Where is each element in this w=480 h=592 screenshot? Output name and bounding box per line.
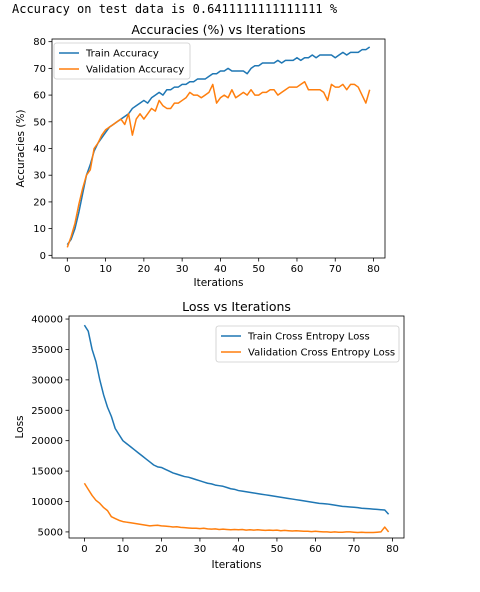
- loss-chart: Loss vs Iterations 0 10 20 30 40 50 60 70 80 5000 1…: [14, 299, 405, 571]
- y-tick-label: 30000: [31, 375, 63, 386]
- x-tick-label: 70: [348, 544, 361, 555]
- x-tick-label: 10: [99, 264, 112, 275]
- y-tick-label: 5000: [38, 527, 63, 538]
- x-tick-label: 20: [155, 544, 168, 555]
- legend-box: [215, 325, 400, 363]
- y-axis-label: Accuracies (%): [15, 109, 27, 187]
- legend-validation-label: Validation Cross Entropy Loss: [248, 348, 395, 359]
- x-tick-label: 60: [291, 264, 304, 275]
- x-tick-label: 50: [271, 544, 284, 555]
- validation-series-line: [83, 482, 390, 534]
- x-axis-label: Iterations: [193, 277, 243, 289]
- y-tick-label: 40000: [31, 315, 63, 326]
- x-tick-label: 0: [81, 544, 87, 555]
- chart-title: Loss vs Iterations: [182, 299, 291, 314]
- legend: Train Accuracy Validation Accuracy: [53, 42, 191, 80]
- y-tick-label: 10: [33, 224, 46, 235]
- x-tick-label: 40: [214, 264, 227, 275]
- x-tick-label: 60: [309, 544, 322, 555]
- validation-series-line: [66, 80, 371, 248]
- y-tick-label: 60: [33, 91, 46, 102]
- y-tick-label: 20000: [31, 436, 63, 447]
- y-tick-label: 40: [33, 144, 46, 155]
- y-tick-label: 15000: [31, 467, 63, 478]
- x-tick-label: 80: [367, 264, 380, 275]
- x-tick-label: 20: [137, 264, 150, 275]
- x-tick-label: 70: [329, 264, 342, 275]
- x-tick-label: 10: [117, 544, 130, 555]
- y-tick-label: 10000: [31, 497, 63, 508]
- y-tick-label: 70: [33, 64, 46, 75]
- y-tick-label: 25000: [31, 406, 63, 417]
- x-tick-label: 40: [232, 544, 245, 555]
- y-tick-label: 20: [33, 197, 46, 208]
- x-tick-label: 0: [64, 264, 70, 275]
- chart-title: Accuracies (%) vs Iterations: [131, 22, 305, 37]
- notebook-output-text: Accuracy on test data is 0.6411111111111…: [12, 2, 338, 16]
- y-tick-label: 50: [33, 117, 46, 128]
- legend: Train Cross Entropy Loss Validation Cross…: [215, 325, 400, 363]
- legend-train-label: Train Cross Entropy Loss: [247, 332, 370, 343]
- x-tick-label: 30: [194, 544, 207, 555]
- y-tick-label: 80: [33, 37, 46, 48]
- y-tick-label: 0: [40, 251, 46, 262]
- legend-box: [53, 42, 191, 80]
- train-series-line: [83, 324, 390, 515]
- x-tick-label: 30: [176, 264, 189, 275]
- y-tick-label: 35000: [31, 345, 63, 356]
- x-tick-label: 80: [386, 544, 399, 555]
- x-tick-label: 50: [252, 264, 265, 275]
- accuracy-chart: Accuracies (%) vs Iterations 0 10 20 30 40 50 6…: [15, 22, 386, 289]
- y-axis-label: Loss: [14, 415, 26, 438]
- legend-train-label: Train Accuracy: [85, 49, 159, 60]
- y-tick-label: 30: [33, 171, 46, 182]
- plot-frame: [68, 315, 405, 539]
- legend-validation-label: Validation Accuracy: [86, 65, 184, 76]
- x-axis-label: Iterations: [211, 559, 261, 571]
